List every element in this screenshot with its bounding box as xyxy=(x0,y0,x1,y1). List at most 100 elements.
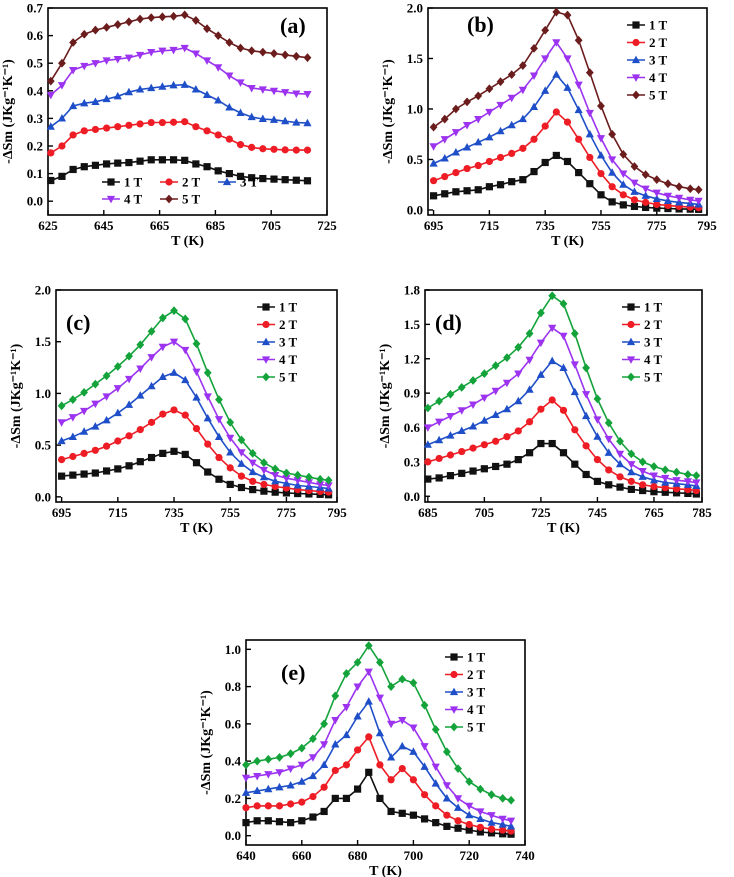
data-point xyxy=(242,760,250,770)
legend-label: 4 T xyxy=(124,192,143,207)
x-tick-label: 640 xyxy=(236,848,256,863)
data-point xyxy=(446,431,455,439)
data-point xyxy=(253,786,262,795)
data-point xyxy=(499,830,507,838)
data-point xyxy=(672,467,681,477)
x-axis-label: T (K) xyxy=(547,521,580,536)
legend-label: 4 T xyxy=(467,702,486,717)
y-tick-label: 0.6 xyxy=(404,420,421,435)
x-tick-label: 705 xyxy=(261,218,281,233)
y-tick-label: 1.5 xyxy=(407,51,424,66)
data-point xyxy=(169,46,178,55)
data-point xyxy=(684,489,692,498)
data-point xyxy=(237,435,246,445)
data-point xyxy=(474,186,482,194)
chart-panel: 625 645 665 685 705 725 0.0 0.1 0.2 0.3 0.4 0.5 0.6 0… xyxy=(1,1,337,250)
data-point xyxy=(476,784,485,794)
data-point xyxy=(294,489,302,498)
data-point xyxy=(485,84,494,94)
data-point xyxy=(147,118,155,127)
data-point xyxy=(496,126,505,135)
y-tick-label: 1.8 xyxy=(404,283,421,298)
data-point xyxy=(180,10,189,20)
data-point xyxy=(571,426,579,434)
legend-label: 2 T xyxy=(649,35,668,50)
legend-marker xyxy=(222,177,232,186)
data-point xyxy=(653,204,661,212)
data-point xyxy=(465,802,474,811)
data-point xyxy=(114,123,122,131)
data-point xyxy=(309,792,317,801)
data-point xyxy=(582,363,591,373)
data-point xyxy=(331,717,340,725)
data-point xyxy=(563,157,572,166)
data-point xyxy=(281,116,290,125)
data-point xyxy=(353,683,362,691)
y-tick-label: 0.3 xyxy=(27,111,44,126)
data-point xyxy=(192,160,200,168)
data-point xyxy=(247,46,256,56)
data-point xyxy=(650,462,658,471)
data-point xyxy=(169,80,178,89)
data-point xyxy=(125,462,133,470)
data-point xyxy=(692,479,701,487)
data-point xyxy=(499,826,507,834)
data-point xyxy=(236,79,245,87)
data-point xyxy=(462,142,472,151)
data-point xyxy=(114,465,122,473)
data-point xyxy=(58,472,66,480)
panel-label: (b) xyxy=(467,12,494,37)
data-point xyxy=(215,475,223,483)
data-point xyxy=(158,47,167,56)
x-tick-label: 715 xyxy=(108,505,128,520)
data-point xyxy=(147,453,156,462)
x-tick-label: 665 xyxy=(150,218,170,233)
data-point xyxy=(147,418,156,426)
data-point xyxy=(269,115,279,123)
series-line xyxy=(50,14,308,82)
data-point xyxy=(480,465,488,473)
data-point xyxy=(364,641,373,650)
data-point xyxy=(282,478,291,487)
data-point xyxy=(247,84,256,93)
data-point xyxy=(593,477,602,485)
data-point xyxy=(441,173,449,181)
data-point xyxy=(506,821,516,830)
data-point xyxy=(275,753,284,762)
data-point xyxy=(342,669,351,678)
data-point xyxy=(191,50,200,58)
data-point xyxy=(282,468,291,478)
data-point xyxy=(593,432,602,440)
data-point xyxy=(596,135,606,143)
data-point xyxy=(692,471,701,481)
data-point xyxy=(672,477,681,485)
data-point xyxy=(552,7,561,17)
y-tick-label: 0.0 xyxy=(407,202,423,217)
y-tick-label: 0.5 xyxy=(407,152,424,167)
data-point xyxy=(225,170,233,178)
data-point xyxy=(586,153,594,162)
legend-marker xyxy=(450,653,458,661)
data-point xyxy=(630,179,639,188)
series-line xyxy=(427,326,697,484)
data-point xyxy=(463,97,471,107)
data-point xyxy=(192,123,200,131)
legend-marker xyxy=(165,178,173,186)
data-point xyxy=(420,791,429,799)
chart-panel: 695 715 735 755 775 795 0.0 0.5 1.0 1.5 2.0 T (K) -Δ… xyxy=(9,283,347,537)
data-point xyxy=(469,467,477,475)
data-point xyxy=(225,135,233,143)
data-point xyxy=(652,194,661,202)
x-tick-label: 740 xyxy=(515,848,535,863)
data-point xyxy=(563,118,572,126)
legend-marker xyxy=(627,303,635,311)
data-point xyxy=(605,466,613,474)
data-point xyxy=(260,487,268,495)
y-tick-label: 0.4 xyxy=(27,83,44,98)
data-point xyxy=(57,401,66,411)
y-axis-label: -ΔSm (JKg⁻¹K⁻¹) xyxy=(378,343,393,448)
data-point xyxy=(203,368,212,378)
data-point xyxy=(249,477,257,485)
data-point xyxy=(552,151,560,160)
data-point xyxy=(463,187,471,195)
